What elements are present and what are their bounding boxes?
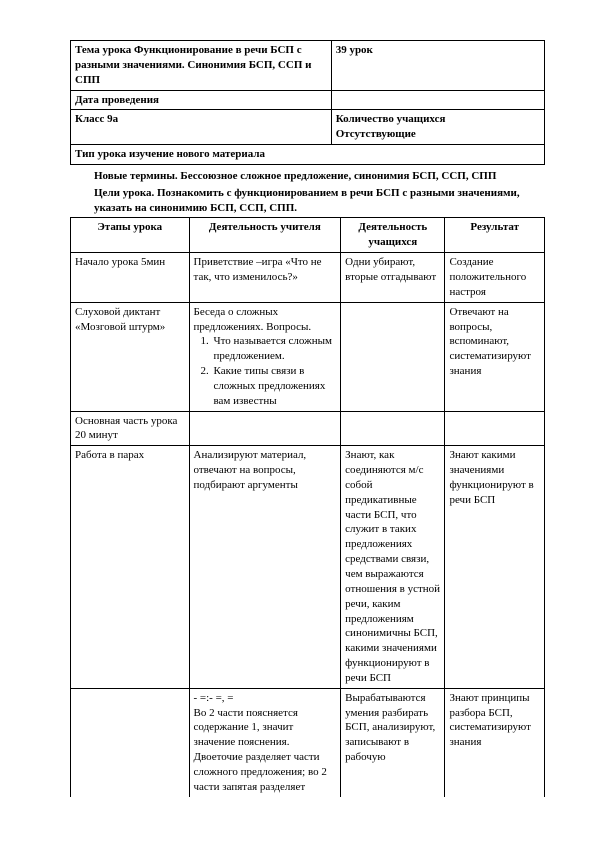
result-cell: Отвечают на вопросы, вспоминают, система…	[445, 302, 545, 411]
absent-label: Отсутствующие	[336, 127, 540, 142]
header-table: Тема урока Функционирование в речи БСП с…	[70, 40, 545, 165]
stage-cell: Слуховой диктант «Мозговой штурм»	[71, 302, 190, 411]
lesson-goals: Цели урока. Познакомить с функционирован…	[94, 186, 545, 216]
stage-cell: Работа в парах	[71, 446, 190, 689]
result-cell	[445, 411, 545, 446]
teacher-cell: Приветствие –игра «Что не так, что измен…	[189, 253, 341, 303]
students-count-label: Количество учащихся	[336, 112, 540, 127]
topic-cell: Тема урока Функционирование в речи БСП с…	[71, 41, 332, 91]
main-table: Этапы урока Деятельность учителя Деятель…	[70, 217, 545, 796]
question-list: Что называется сложным предложением. Как…	[212, 334, 337, 408]
table-row: Работа в парах Анализируют материал, отв…	[71, 446, 545, 689]
table-row: Слуховой диктант «Мозговой штурм» Беседа…	[71, 302, 545, 411]
class-cell: Класс 9а	[71, 110, 332, 145]
page: Тема урока Функционирование в речи БСП с…	[0, 0, 595, 797]
table-row: Тип урока изучение нового материала	[71, 145, 545, 165]
date-cell: Дата проведения	[71, 90, 332, 110]
stage-cell: Основная часть урока 20 минут	[71, 411, 190, 446]
result-cell: Знают какими значениями функционируют в …	[445, 446, 545, 689]
table-row: Основная часть урока 20 минут	[71, 411, 545, 446]
empty-cell	[331, 90, 544, 110]
new-terms: Новые термины. Бессоюзное сложное предло…	[94, 169, 545, 184]
students-cell: Вырабатываются умения разбирать БСП, ана…	[341, 688, 445, 796]
students-cell: Одни убирают, вторые отгадывают	[341, 253, 445, 303]
table-row: Тема урока Функционирование в речи БСП с…	[71, 41, 545, 91]
result-cell: Знают принципы разбора БСП, систематизир…	[445, 688, 545, 796]
list-item: Какие типы связи в сложных предложениях …	[212, 364, 337, 409]
list-item: Что называется сложным предложением.	[212, 334, 337, 364]
stage-cell: Начало урока 5мин	[71, 253, 190, 303]
students-cell	[341, 411, 445, 446]
table-row: Класс 9а Количество учащихся Отсутствующ…	[71, 110, 545, 145]
teacher-cell: - =:- =, = Во 2 части поясняется содержа…	[189, 688, 341, 796]
students-cell: Количество учащихся Отсутствующие	[331, 110, 544, 145]
result-cell: Создание положительного настроя	[445, 253, 545, 303]
col-teacher: Деятельность учителя	[189, 218, 341, 253]
students-cell: Знают, как соединяются м/с собой предика…	[341, 446, 445, 689]
lesson-type-cell: Тип урока изучение нового материала	[71, 145, 545, 165]
students-cell	[341, 302, 445, 411]
table-row: - =:- =, = Во 2 части поясняется содержа…	[71, 688, 545, 796]
col-stages: Этапы урока	[71, 218, 190, 253]
col-result: Результат	[445, 218, 545, 253]
teacher-cell: Анализируют материал, отвечают на вопрос…	[189, 446, 341, 689]
table-row: Дата проведения	[71, 90, 545, 110]
table-row: Начало урока 5мин Приветствие –игра «Что…	[71, 253, 545, 303]
stage-cell	[71, 688, 190, 796]
teacher-cell	[189, 411, 341, 446]
table-header-row: Этапы урока Деятельность учителя Деятель…	[71, 218, 545, 253]
col-students: Деятельность учащихся	[341, 218, 445, 253]
lesson-number-cell: 39 урок	[331, 41, 544, 91]
teacher-cell: Беседа о сложных предложениях. Вопросы. …	[189, 302, 341, 411]
teacher-intro: Беседа о сложных предложениях. Вопросы.	[194, 305, 337, 335]
